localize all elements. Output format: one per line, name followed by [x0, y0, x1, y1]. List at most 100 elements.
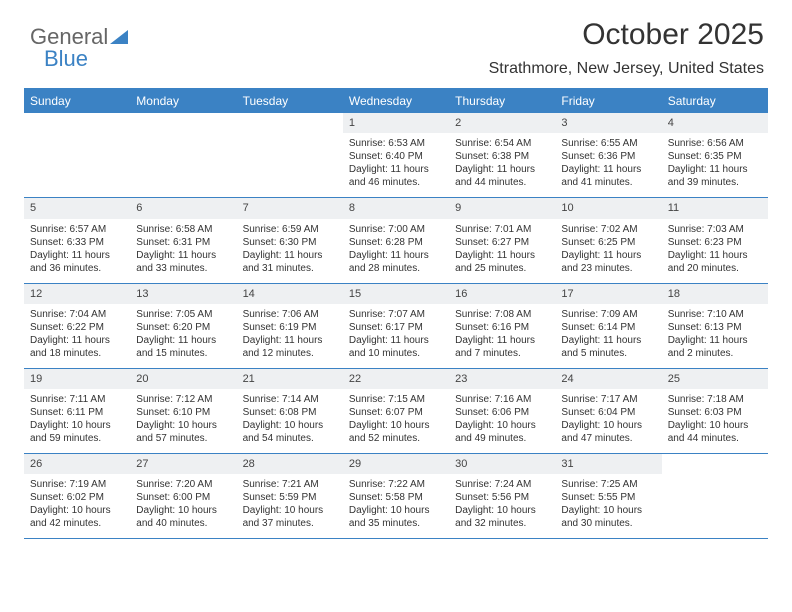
- calendar-day: 29Sunrise: 7:22 AMSunset: 5:58 PMDayligh…: [343, 454, 449, 538]
- day-number: 16: [449, 284, 555, 304]
- sunset-text: Sunset: 5:59 PM: [243, 491, 337, 504]
- calendar-day: 12Sunrise: 7:04 AMSunset: 6:22 PMDayligh…: [24, 284, 130, 368]
- calendar-day: 10Sunrise: 7:02 AMSunset: 6:25 PMDayligh…: [555, 198, 661, 282]
- sunset-text: Sunset: 6:14 PM: [561, 321, 655, 334]
- calendar-day: 25Sunrise: 7:18 AMSunset: 6:03 PMDayligh…: [662, 369, 768, 453]
- calendar-day: 7Sunrise: 6:59 AMSunset: 6:30 PMDaylight…: [237, 198, 343, 282]
- daylight-text: Daylight: 10 hours: [243, 504, 337, 517]
- day-info: Sunrise: 7:14 AMSunset: 6:08 PMDaylight:…: [237, 389, 343, 453]
- day-number: 22: [343, 369, 449, 389]
- sunset-text: Sunset: 6:03 PM: [668, 406, 762, 419]
- day-number: 5: [24, 198, 130, 218]
- daylight-text: Daylight: 11 hours: [561, 249, 655, 262]
- daylight-text: Daylight: 10 hours: [243, 419, 337, 432]
- sunset-text: Sunset: 6:28 PM: [349, 236, 443, 249]
- calendar-day: 1Sunrise: 6:53 AMSunset: 6:40 PMDaylight…: [343, 113, 449, 197]
- sunset-text: Sunset: 6:23 PM: [668, 236, 762, 249]
- day-number: 11: [662, 198, 768, 218]
- daylight-text: Daylight: 11 hours: [30, 334, 124, 347]
- day-info: Sunrise: 6:55 AMSunset: 6:36 PMDaylight:…: [555, 133, 661, 197]
- calendar-day: 13Sunrise: 7:05 AMSunset: 6:20 PMDayligh…: [130, 284, 236, 368]
- day-number: 13: [130, 284, 236, 304]
- sunset-text: Sunset: 6:19 PM: [243, 321, 337, 334]
- daylight-text: and 35 minutes.: [349, 517, 443, 530]
- sunrise-text: Sunrise: 7:05 AM: [136, 308, 230, 321]
- daylight-text: and 49 minutes.: [455, 432, 549, 445]
- daylight-text: and 30 minutes.: [561, 517, 655, 530]
- calendar-day: 17Sunrise: 7:09 AMSunset: 6:14 PMDayligh…: [555, 284, 661, 368]
- sunrise-text: Sunrise: 6:57 AM: [30, 223, 124, 236]
- day-info: Sunrise: 6:58 AMSunset: 6:31 PMDaylight:…: [130, 219, 236, 283]
- calendar-day: 21Sunrise: 7:14 AMSunset: 6:08 PMDayligh…: [237, 369, 343, 453]
- sunrise-text: Sunrise: 6:58 AM: [136, 223, 230, 236]
- daylight-text: Daylight: 10 hours: [30, 504, 124, 517]
- daylight-text: Daylight: 11 hours: [561, 163, 655, 176]
- sunrise-text: Sunrise: 7:21 AM: [243, 478, 337, 491]
- day-number: 7: [237, 198, 343, 218]
- day-info: Sunrise: 7:22 AMSunset: 5:58 PMDaylight:…: [343, 474, 449, 538]
- calendar-day: 5Sunrise: 6:57 AMSunset: 6:33 PMDaylight…: [24, 198, 130, 282]
- daylight-text: Daylight: 11 hours: [455, 334, 549, 347]
- calendar-day: 26Sunrise: 7:19 AMSunset: 6:02 PMDayligh…: [24, 454, 130, 538]
- sunrise-text: Sunrise: 6:55 AM: [561, 137, 655, 150]
- calendar-day: 15Sunrise: 7:07 AMSunset: 6:17 PMDayligh…: [343, 284, 449, 368]
- daylight-text: and 23 minutes.: [561, 262, 655, 275]
- daylight-text: and 12 minutes.: [243, 347, 337, 360]
- day-info: Sunrise: 7:19 AMSunset: 6:02 PMDaylight:…: [24, 474, 130, 538]
- sunrise-text: Sunrise: 6:59 AM: [243, 223, 337, 236]
- daylight-text: Daylight: 11 hours: [668, 249, 762, 262]
- day-number: 25: [662, 369, 768, 389]
- daylight-text: Daylight: 11 hours: [349, 334, 443, 347]
- daylight-text: Daylight: 10 hours: [668, 419, 762, 432]
- day-info: Sunrise: 7:10 AMSunset: 6:13 PMDaylight:…: [662, 304, 768, 368]
- sunset-text: Sunset: 6:25 PM: [561, 236, 655, 249]
- sunset-text: Sunset: 6:10 PM: [136, 406, 230, 419]
- sunrise-text: Sunrise: 7:19 AM: [30, 478, 124, 491]
- day-number: 27: [130, 454, 236, 474]
- sunrise-text: Sunrise: 7:14 AM: [243, 393, 337, 406]
- daylight-text: and 32 minutes.: [455, 517, 549, 530]
- calendar-day: 20Sunrise: 7:12 AMSunset: 6:10 PMDayligh…: [130, 369, 236, 453]
- calendar: Sunday Monday Tuesday Wednesday Thursday…: [24, 88, 768, 539]
- daylight-text: and 42 minutes.: [30, 517, 124, 530]
- daylight-text: and 25 minutes.: [455, 262, 549, 275]
- calendar-header-row: Sunday Monday Tuesday Wednesday Thursday…: [24, 89, 768, 113]
- sunrise-text: Sunrise: 7:17 AM: [561, 393, 655, 406]
- sunset-text: Sunset: 6:00 PM: [136, 491, 230, 504]
- sunset-text: Sunset: 6:33 PM: [30, 236, 124, 249]
- day-info: Sunrise: 7:01 AMSunset: 6:27 PMDaylight:…: [449, 219, 555, 283]
- day-info: Sunrise: 7:12 AMSunset: 6:10 PMDaylight:…: [130, 389, 236, 453]
- sunrise-text: Sunrise: 6:56 AM: [668, 137, 762, 150]
- calendar-day: 31Sunrise: 7:25 AMSunset: 5:55 PMDayligh…: [555, 454, 661, 538]
- logo-triangle-icon: [110, 28, 130, 46]
- daylight-text: and 31 minutes.: [243, 262, 337, 275]
- daylight-text: and 10 minutes.: [349, 347, 443, 360]
- calendar-week: 1Sunrise: 6:53 AMSunset: 6:40 PMDaylight…: [24, 113, 768, 198]
- day-number: 21: [237, 369, 343, 389]
- daylight-text: Daylight: 11 hours: [668, 334, 762, 347]
- sunset-text: Sunset: 6:17 PM: [349, 321, 443, 334]
- sunrise-text: Sunrise: 7:06 AM: [243, 308, 337, 321]
- daylight-text: and 39 minutes.: [668, 176, 762, 189]
- calendar-day: 9Sunrise: 7:01 AMSunset: 6:27 PMDaylight…: [449, 198, 555, 282]
- day-number: 2: [449, 113, 555, 133]
- day-number: 9: [449, 198, 555, 218]
- daylight-text: Daylight: 10 hours: [136, 504, 230, 517]
- day-number: 20: [130, 369, 236, 389]
- day-number: 18: [662, 284, 768, 304]
- daylight-text: and 2 minutes.: [668, 347, 762, 360]
- daylight-text: Daylight: 11 hours: [136, 249, 230, 262]
- daylight-text: and 44 minutes.: [455, 176, 549, 189]
- day-number: 31: [555, 454, 661, 474]
- daylight-text: and 44 minutes.: [668, 432, 762, 445]
- sunrise-text: Sunrise: 7:07 AM: [349, 308, 443, 321]
- day-info: Sunrise: 7:03 AMSunset: 6:23 PMDaylight:…: [662, 219, 768, 283]
- sunset-text: Sunset: 5:55 PM: [561, 491, 655, 504]
- day-number: 12: [24, 284, 130, 304]
- sunset-text: Sunset: 6:13 PM: [668, 321, 762, 334]
- day-info: Sunrise: 7:00 AMSunset: 6:28 PMDaylight:…: [343, 219, 449, 283]
- day-number: 6: [130, 198, 236, 218]
- sunset-text: Sunset: 5:56 PM: [455, 491, 549, 504]
- day-info: Sunrise: 7:16 AMSunset: 6:06 PMDaylight:…: [449, 389, 555, 453]
- day-number: 14: [237, 284, 343, 304]
